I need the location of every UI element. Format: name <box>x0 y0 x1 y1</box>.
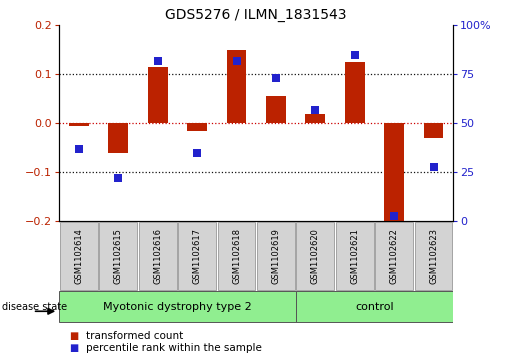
FancyBboxPatch shape <box>257 222 295 290</box>
Text: Myotonic dystrophy type 2: Myotonic dystrophy type 2 <box>103 302 252 312</box>
Text: GSM1102616: GSM1102616 <box>153 228 162 284</box>
Bar <box>345 62 365 123</box>
Text: GSM1102617: GSM1102617 <box>193 228 201 284</box>
FancyBboxPatch shape <box>99 222 137 290</box>
Point <box>232 58 241 64</box>
Bar <box>266 97 286 123</box>
Bar <box>69 123 89 126</box>
FancyBboxPatch shape <box>297 222 334 290</box>
Text: GSM1102614: GSM1102614 <box>75 228 83 284</box>
Bar <box>424 123 443 138</box>
FancyBboxPatch shape <box>60 222 98 290</box>
Point <box>153 58 162 64</box>
Text: GSM1102620: GSM1102620 <box>311 228 320 284</box>
Bar <box>227 50 246 123</box>
Text: percentile rank within the sample: percentile rank within the sample <box>86 343 262 354</box>
Point <box>351 52 359 58</box>
Text: ■: ■ <box>70 343 79 354</box>
Title: GDS5276 / ILMN_1831543: GDS5276 / ILMN_1831543 <box>165 8 347 22</box>
FancyBboxPatch shape <box>218 222 255 290</box>
FancyBboxPatch shape <box>59 291 296 322</box>
FancyBboxPatch shape <box>336 222 373 290</box>
Point <box>430 164 438 170</box>
Text: GSM1102622: GSM1102622 <box>390 228 399 284</box>
FancyBboxPatch shape <box>375 222 413 290</box>
Bar <box>148 67 167 123</box>
Text: disease state: disease state <box>2 302 66 312</box>
Point <box>114 175 123 181</box>
FancyBboxPatch shape <box>415 222 452 290</box>
Text: GSM1102618: GSM1102618 <box>232 228 241 284</box>
Point <box>193 150 201 156</box>
Text: GSM1102619: GSM1102619 <box>271 228 280 284</box>
Text: GSM1102623: GSM1102623 <box>429 228 438 284</box>
Text: GSM1102615: GSM1102615 <box>114 228 123 284</box>
Point <box>390 213 398 219</box>
FancyBboxPatch shape <box>139 222 177 290</box>
FancyBboxPatch shape <box>178 222 216 290</box>
Text: GSM1102621: GSM1102621 <box>350 228 359 284</box>
Bar <box>305 114 325 123</box>
Point <box>311 107 319 113</box>
FancyBboxPatch shape <box>296 291 453 322</box>
Point <box>75 146 83 152</box>
Bar <box>384 123 404 227</box>
Text: ■: ■ <box>70 331 79 341</box>
Point <box>272 76 280 81</box>
Bar <box>109 123 128 153</box>
Text: control: control <box>355 302 393 312</box>
Bar <box>187 123 207 131</box>
Text: transformed count: transformed count <box>86 331 183 341</box>
